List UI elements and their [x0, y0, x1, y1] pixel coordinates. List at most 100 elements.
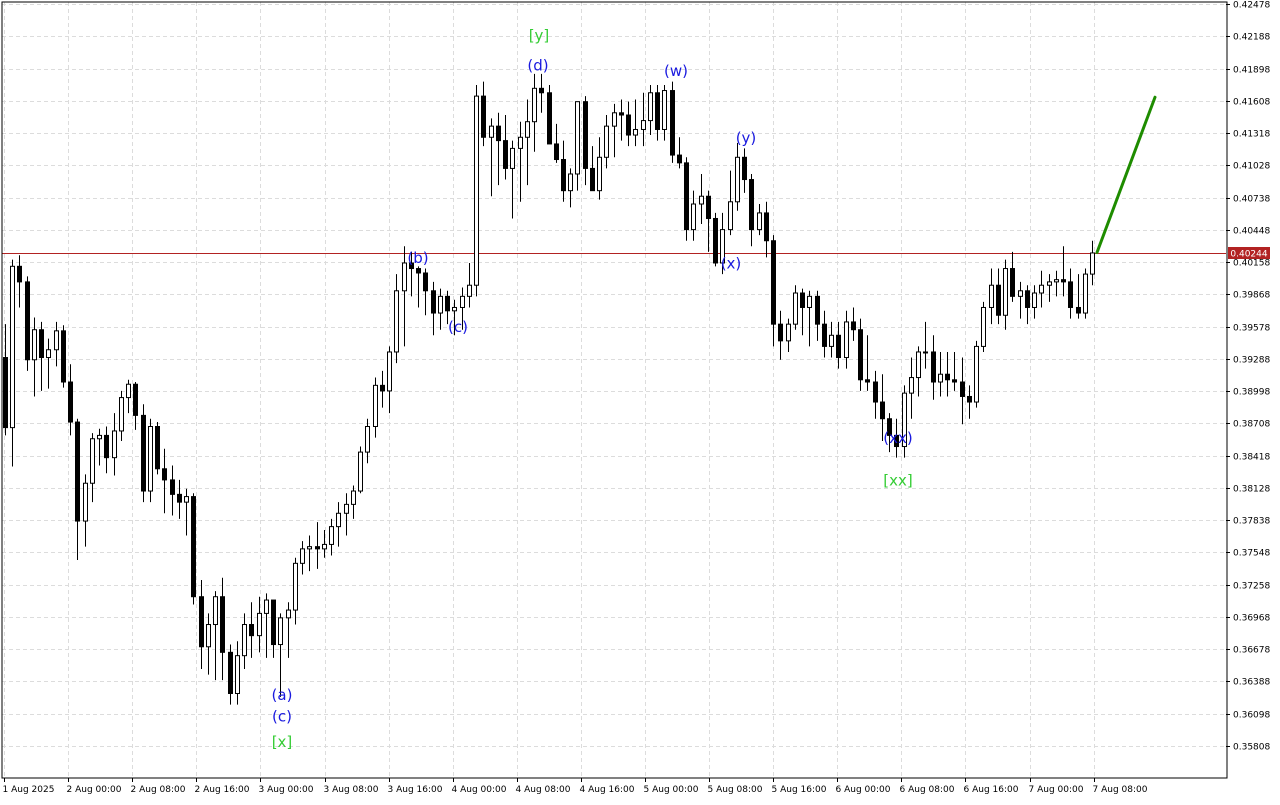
bear-candle — [894, 418, 899, 458]
bull-candle — [351, 485, 356, 519]
bull-candle — [460, 287, 465, 330]
x-tick-label: 3 Aug 16:00 — [388, 785, 443, 795]
candle-body — [764, 212, 769, 242]
bear-candle — [873, 370, 878, 419]
current-price-tag: 0.40244 — [1228, 247, 1270, 260]
bear-candle — [967, 385, 972, 419]
candle-body — [365, 426, 370, 453]
bear-candle — [764, 201, 769, 258]
bear-candle — [380, 370, 385, 408]
bear-candle — [590, 146, 595, 192]
bear-candle — [503, 115, 508, 180]
candle-body — [133, 383, 138, 416]
candle-body — [691, 203, 696, 231]
candle-body — [851, 321, 856, 331]
candle-body — [148, 426, 153, 492]
bear-candle — [547, 84, 552, 145]
forecast-line — [1095, 95, 1157, 255]
candle-body — [662, 90, 667, 130]
candle-body — [757, 212, 762, 231]
candle-body — [684, 162, 689, 231]
bull-candle — [510, 140, 515, 219]
bull-candle — [329, 518, 334, 556]
bull-candle — [525, 99, 530, 186]
y-tick-label: 0.41898 — [1233, 66, 1270, 76]
x-tick-label: 6 Aug 08:00 — [900, 785, 955, 795]
x-tick-label: 5 Aug 00:00 — [644, 785, 699, 795]
bull-candle — [532, 73, 537, 152]
wave-label: (c) — [272, 707, 292, 725]
bull-candle — [735, 142, 740, 211]
candle-body — [786, 323, 791, 342]
candle-body — [510, 147, 515, 169]
candle-body — [322, 543, 327, 550]
bull-candle — [699, 173, 704, 225]
wave-label: (d) — [527, 57, 548, 75]
candle-body — [264, 599, 269, 614]
bull-candle — [489, 118, 494, 197]
bear-candle — [416, 266, 421, 308]
bear-candle — [68, 364, 73, 436]
candle-body — [677, 154, 682, 164]
bear-candle — [423, 268, 428, 316]
bear-candle — [220, 577, 225, 681]
candle-body — [286, 609, 291, 619]
bear-candle — [228, 644, 233, 705]
candle-body — [800, 292, 805, 308]
bull-candle — [97, 428, 102, 466]
candle-body — [68, 381, 73, 423]
bear-candle — [539, 73, 544, 113]
candle-body — [97, 434, 102, 440]
bear-candle — [554, 123, 559, 163]
candle-body — [300, 548, 305, 564]
candle-body — [431, 290, 436, 314]
bull-candle — [394, 274, 399, 364]
candle-body — [713, 217, 718, 264]
candle-body — [641, 120, 646, 130]
bull-candle — [438, 288, 443, 330]
bull-candle — [981, 301, 986, 352]
bull-candle — [46, 338, 51, 389]
candle-body — [894, 434, 899, 448]
candle-body — [242, 624, 247, 657]
candle-body — [916, 351, 921, 379]
candle-body — [162, 468, 167, 481]
candle-body — [604, 125, 609, 158]
bull-candle — [206, 613, 211, 675]
bear-candle — [104, 426, 109, 474]
candle-body — [394, 290, 399, 353]
bull-candle — [452, 299, 457, 336]
candle-body — [612, 112, 617, 127]
candle-body — [749, 179, 754, 231]
candle-body — [568, 173, 573, 192]
candle-body — [83, 482, 88, 522]
bear-candle — [155, 422, 160, 475]
bull-candle — [1003, 259, 1008, 330]
bear-candle — [1068, 268, 1073, 319]
bear-candle — [191, 493, 196, 605]
y-tick-label: 0.37258 — [1233, 582, 1270, 592]
y-tick-label: 0.38708 — [1233, 420, 1270, 430]
candle-body — [104, 434, 109, 459]
candle-body — [554, 143, 559, 161]
candle-body — [923, 351, 928, 354]
bull-candle — [1054, 270, 1059, 297]
candle-body — [155, 426, 160, 470]
candle-body — [199, 596, 204, 648]
bear-candle — [800, 288, 805, 336]
bull-candle — [909, 357, 914, 419]
candle-body — [880, 401, 885, 420]
wave-label: (xx) — [883, 429, 912, 447]
bull-candle — [10, 259, 15, 467]
y-tick-label: 0.41608 — [1233, 98, 1270, 108]
bull-candle — [32, 317, 37, 397]
candle-body — [293, 562, 298, 611]
bear-candle — [626, 101, 631, 147]
y-tick-label: 0.36098 — [1233, 711, 1270, 721]
candle-body — [887, 418, 892, 436]
candle-body — [278, 617, 283, 646]
wave-label: (b) — [407, 249, 428, 267]
x-tick-label: 4 Aug 00:00 — [452, 785, 507, 795]
